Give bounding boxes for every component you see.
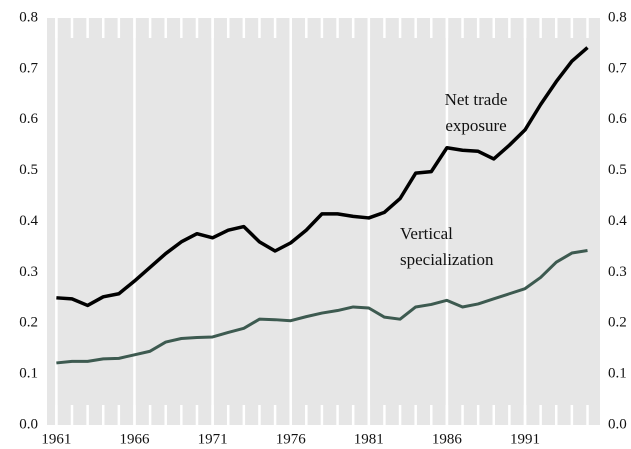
annotation: Vertical [400,224,453,243]
y-tick-label: 0.6 [19,111,38,127]
y-tick-label: 0.3 [19,264,38,280]
y-tick-label: 0.1 [19,366,38,382]
y2-tick-label: 0.8 [608,9,627,25]
y-tick-label: 0.4 [19,213,38,229]
x-tick-label: 1991 [510,431,540,447]
x-tick-label: 1961 [41,431,71,447]
x-tick-label: 1971 [198,431,228,447]
y2-tick-label: 0.3 [608,264,627,280]
y-tick-label: 0.5 [19,162,38,178]
annotation: exposure [445,116,506,135]
y-tick-label: 0.8 [19,9,38,25]
x-tick-label: 1966 [119,431,150,447]
y2-tick-label: 0.0 [608,416,627,432]
x-tick-label: 1976 [276,431,307,447]
y-tick-label: 0.0 [19,416,38,432]
y2-tick-label: 0.1 [608,366,627,382]
plot-background [47,18,600,425]
y2-tick-label: 0.4 [608,213,627,229]
y2-tick-label: 0.6 [608,111,627,127]
y2-tick-label: 0.2 [608,315,627,331]
x-tick-label: 1986 [432,431,463,447]
series-line [56,46,589,308]
annotation: Net trade [445,90,508,109]
series-line [56,249,588,365]
y2-tick-label: 0.5 [608,162,627,178]
y-tick-label: 0.2 [19,315,38,331]
y-tick-label: 0.7 [19,60,38,76]
annotation: specialization [400,250,494,269]
x-tick-label: 1981 [354,431,384,447]
y2-tick-label: 0.7 [608,60,627,76]
